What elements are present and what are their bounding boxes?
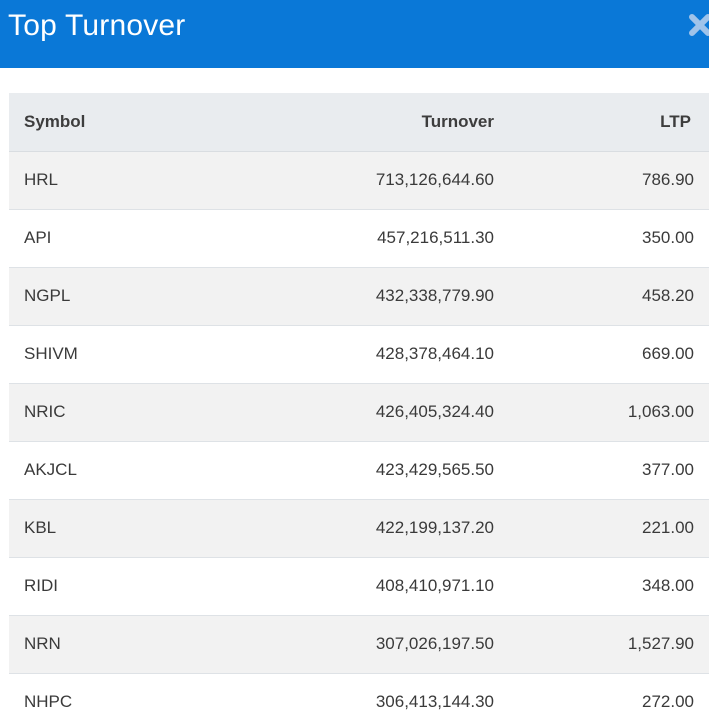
table-row: SHIVM 428,378,464.10 669.00 bbox=[9, 325, 709, 384]
column-header-turnover: Turnover bbox=[239, 93, 509, 152]
cell-ltp: 350.00 bbox=[509, 209, 709, 268]
cell-turnover: 408,410,971.10 bbox=[239, 557, 509, 616]
cell-ltp: 272.00 bbox=[642, 692, 694, 712]
cell-symbol: AKJCL bbox=[9, 441, 239, 500]
table-row: NRIC 426,405,324.40 1,063.00 bbox=[9, 383, 709, 442]
cell-symbol: API bbox=[9, 209, 239, 268]
cell-ltp: 1,527.90 bbox=[509, 615, 709, 674]
cell-turnover: 307,026,197.50 bbox=[239, 615, 509, 674]
turnover-table: Symbol Turnover LTP HRL 713,126,644.60 7… bbox=[9, 93, 709, 718]
cell-symbol: NRN bbox=[9, 615, 239, 674]
cell-symbol: NRIC bbox=[9, 383, 239, 442]
cell-ltp: 786.90 bbox=[509, 151, 709, 210]
cell-turnover: 713,126,644.60 bbox=[239, 151, 509, 210]
cell-turnover: 306,413,144.30 bbox=[375, 692, 494, 712]
cell-ltp: 669.00 bbox=[509, 325, 709, 384]
cell-symbol: NHPC bbox=[24, 692, 73, 712]
cell-ltp: 458.20 bbox=[509, 267, 709, 326]
cell-symbol: HRL bbox=[9, 151, 239, 210]
table-row: API 457,216,511.30 350.00 bbox=[9, 209, 709, 268]
table-row: NGPL 432,338,779.90 458.20 bbox=[9, 267, 709, 326]
cell-symbol: NGPL bbox=[9, 267, 239, 326]
dialog-title: Top Turnover bbox=[8, 9, 186, 42]
table-header-row: Symbol Turnover LTP bbox=[9, 93, 709, 152]
table-row: NRN 307,026,197.50 1,527.90 bbox=[9, 615, 709, 674]
table-row: AKJCL 423,429,565.50 377.00 bbox=[9, 441, 709, 500]
column-header-symbol: Symbol bbox=[9, 93, 239, 152]
table-row: NHPC 306,413,144.30 272.00 bbox=[9, 673, 709, 718]
cell-turnover: 457,216,511.30 bbox=[239, 209, 509, 268]
cell-turnover: 426,405,324.40 bbox=[239, 383, 509, 442]
table-header: Symbol Turnover LTP bbox=[9, 93, 709, 152]
cell-turnover: 423,429,565.50 bbox=[239, 441, 509, 500]
cell-ltp: 1,063.00 bbox=[509, 383, 709, 442]
table-row: HRL 713,126,644.60 786.90 bbox=[9, 151, 709, 210]
cell-symbol: KBL bbox=[9, 499, 239, 558]
table-row: RIDI 408,410,971.10 348.00 bbox=[9, 557, 709, 616]
cell-turnover: 422,199,137.20 bbox=[239, 499, 509, 558]
close-button[interactable] bbox=[685, 10, 709, 40]
cell-ltp: 221.00 bbox=[509, 499, 709, 558]
column-header-ltp: LTP bbox=[509, 93, 709, 152]
table-body: HRL 713,126,644.60 786.90 API 457,216,51… bbox=[9, 151, 709, 718]
cell-symbol: SHIVM bbox=[9, 325, 239, 384]
cell-symbol: RIDI bbox=[9, 557, 239, 616]
cell-turnover: 428,378,464.10 bbox=[239, 325, 509, 384]
cell-ltp: 377.00 bbox=[509, 441, 709, 500]
close-icon bbox=[685, 10, 709, 40]
turnover-table-container: Symbol Turnover LTP HRL 713,126,644.60 7… bbox=[9, 93, 709, 718]
dialog-header: Top Turnover bbox=[0, 0, 709, 68]
table-row: KBL 422,199,137.20 221.00 bbox=[9, 499, 709, 558]
cell-ltp: 348.00 bbox=[509, 557, 709, 616]
cell-turnover: 432,338,779.90 bbox=[239, 267, 509, 326]
